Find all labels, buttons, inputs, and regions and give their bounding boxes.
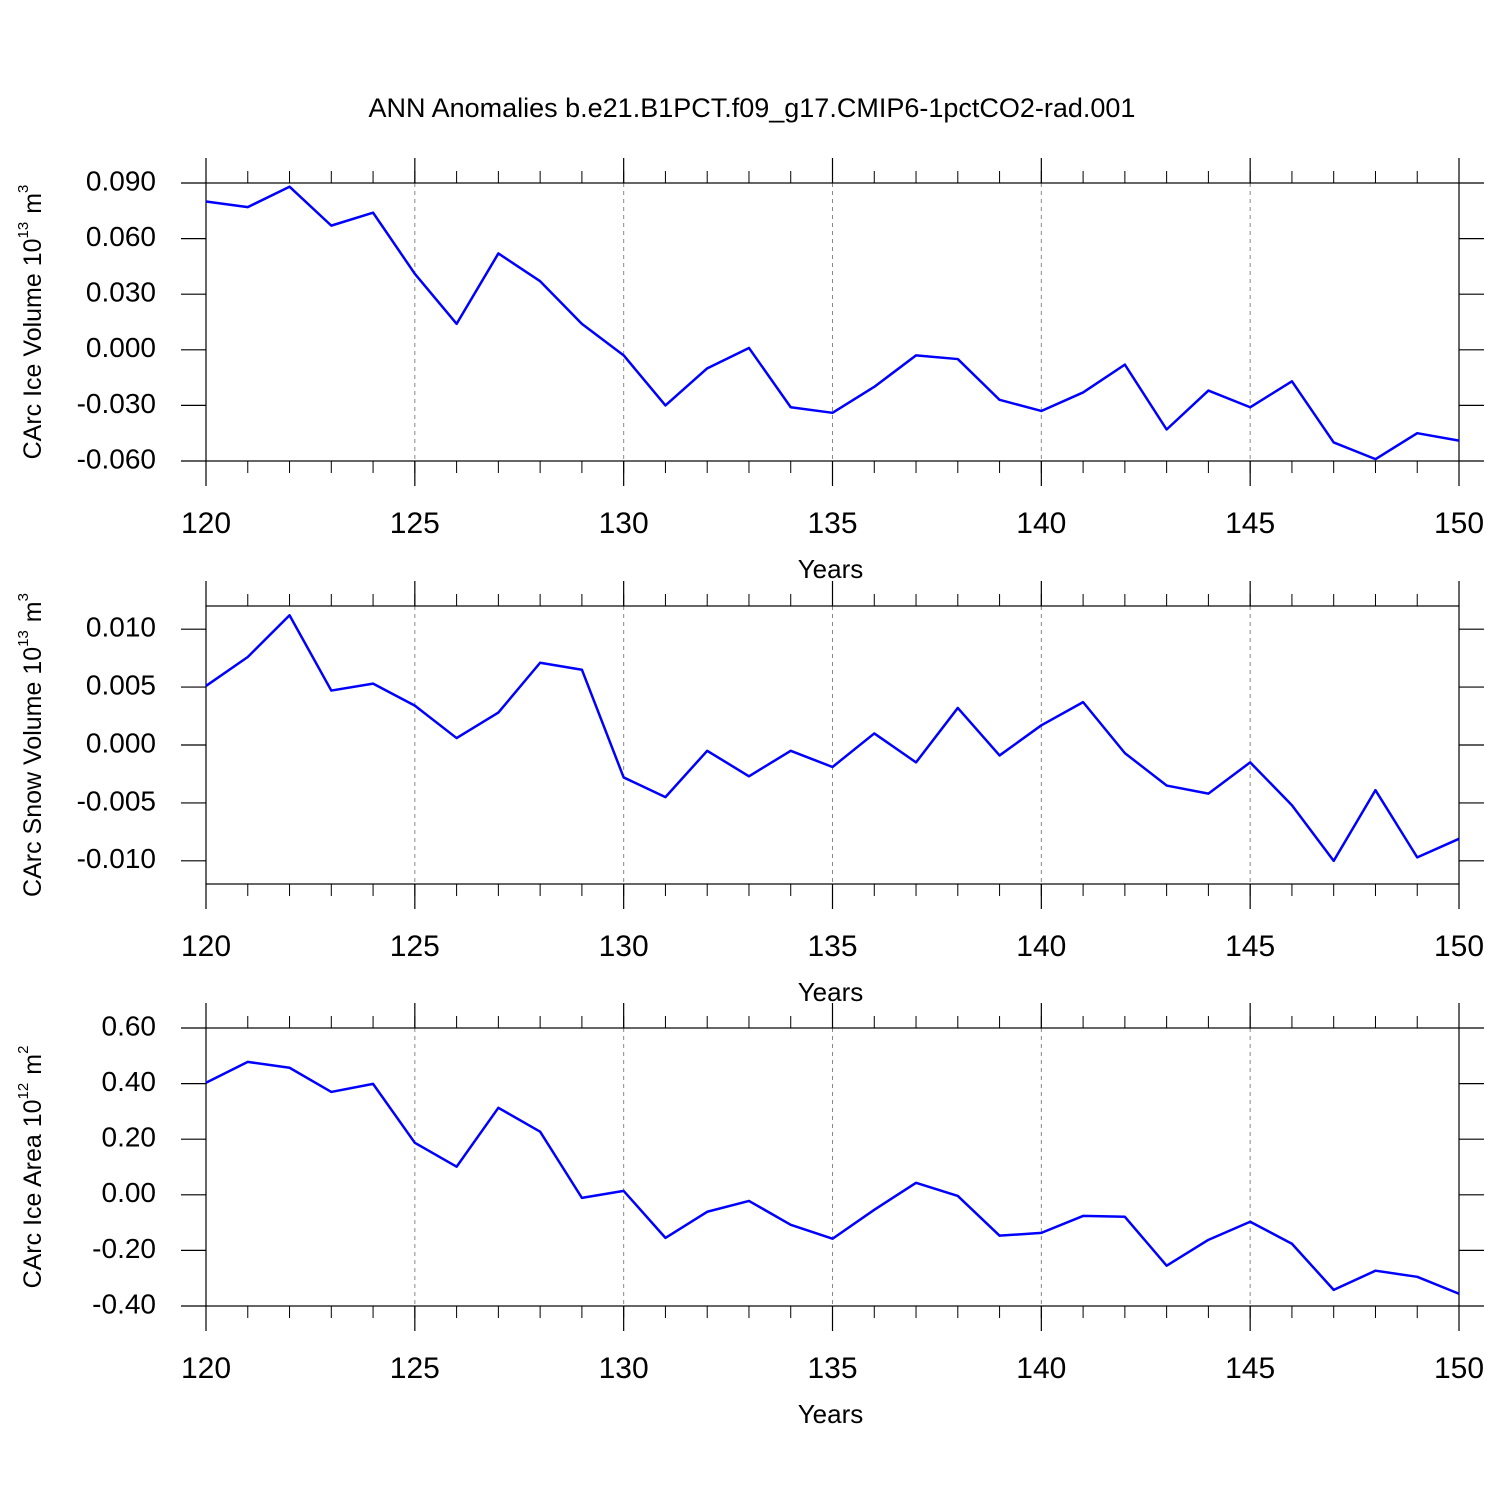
y-axis-label-part: 13 <box>15 222 32 239</box>
x-tick-label: 135 <box>807 1352 857 1385</box>
y-axis-label-part: CArc Snow Volume 10 <box>19 647 47 897</box>
y-tick-label: 0.40 <box>102 1066 157 1097</box>
y-axis-label-part: 3 <box>15 185 32 193</box>
y-axis-label-part: m <box>19 601 47 622</box>
x-tick-label: 125 <box>390 930 440 963</box>
x-tick-label: 130 <box>599 507 649 540</box>
x-tick-label: 150 <box>1434 507 1484 540</box>
panel: 120 125 130 135 140 145 150 -0.010 -0.005 0.000 0.… <box>15 581 1484 1007</box>
y-axis-label-part: CArc Ice Area 10 <box>19 1099 47 1288</box>
y-axis-label-part: CArc Ice Volume 10 <box>19 238 47 459</box>
y-tick-label: 0.20 <box>102 1122 157 1153</box>
y-tick-label: -0.060 <box>77 443 156 474</box>
x-tick-label: 140 <box>1016 507 1066 540</box>
y-tick-label: 0.00 <box>102 1177 157 1208</box>
y-axis-label-part: 3 <box>15 593 32 601</box>
x-tick-label: 120 <box>181 1352 231 1385</box>
x-axis-label: Years <box>798 554 864 584</box>
x-tick-label: 120 <box>181 930 231 963</box>
x-tick-label: 140 <box>1016 1352 1066 1385</box>
x-tick-label: 130 <box>599 930 649 963</box>
y-tick-label: -0.40 <box>92 1288 156 1319</box>
x-axis-label: Years <box>798 977 864 1007</box>
x-tick-label: 135 <box>807 507 857 540</box>
figure-title: ANN Anomalies b.e21.B1PCT.f09_g17.CMIP6-… <box>369 93 1136 123</box>
y-tick-label: 0.090 <box>86 165 156 196</box>
data-line <box>205 1060 1460 1295</box>
x-tick-label: 120 <box>181 507 231 540</box>
panel: 120 125 130 135 140 145 150 -0.40 -0.20 0.00 0.20 0… <box>15 1003 1484 1429</box>
y-tick-label: 0.005 <box>86 669 156 700</box>
x-tick-label: 150 <box>1434 1352 1484 1385</box>
y-tick-label: 0.000 <box>86 332 156 363</box>
y-tick-label: 0.060 <box>86 221 156 252</box>
y-axis-label: CArc Ice Area 1012 m2 <box>15 1046 47 1289</box>
x-tick-label: 150 <box>1434 930 1484 963</box>
y-tick-label: -0.030 <box>77 388 156 419</box>
y-axis-label-part: 13 <box>15 630 32 647</box>
x-tick-label: 125 <box>390 507 440 540</box>
y-tick-label: -0.010 <box>77 843 156 874</box>
y-tick-label: -0.20 <box>92 1233 156 1264</box>
x-axis-label: Years <box>798 1399 864 1429</box>
y-axis-label-part: 12 <box>15 1083 32 1100</box>
y-tick-label: 0.60 <box>102 1010 157 1041</box>
y-axis-label-part: m <box>19 193 47 214</box>
y-tick-label: 0.010 <box>86 612 156 643</box>
y-tick-label: 0.000 <box>86 727 156 758</box>
x-tick-label: 145 <box>1225 1352 1275 1385</box>
y-axis-label: CArc Ice Volume 1013 m3 <box>15 185 47 460</box>
y-tick-label: -0.005 <box>77 785 156 816</box>
x-tick-label: 140 <box>1016 930 1066 963</box>
x-tick-label: 145 <box>1225 930 1275 963</box>
data-line <box>205 614 1460 863</box>
x-tick-label: 145 <box>1225 507 1275 540</box>
y-axis-label: CArc Snow Volume 1013 m3 <box>15 593 47 897</box>
y-axis-label-part: 2 <box>15 1046 32 1054</box>
data-line <box>205 185 1460 461</box>
y-tick-label: 0.030 <box>86 277 156 308</box>
x-tick-label: 125 <box>390 1352 440 1385</box>
y-axis-label-part: m <box>19 1054 47 1075</box>
x-tick-label: 135 <box>807 930 857 963</box>
x-tick-label: 130 <box>599 1352 649 1385</box>
panel: 120 125 130 135 140 145 150 -0.060 -0.030 0.000 0.… <box>15 158 1484 584</box>
